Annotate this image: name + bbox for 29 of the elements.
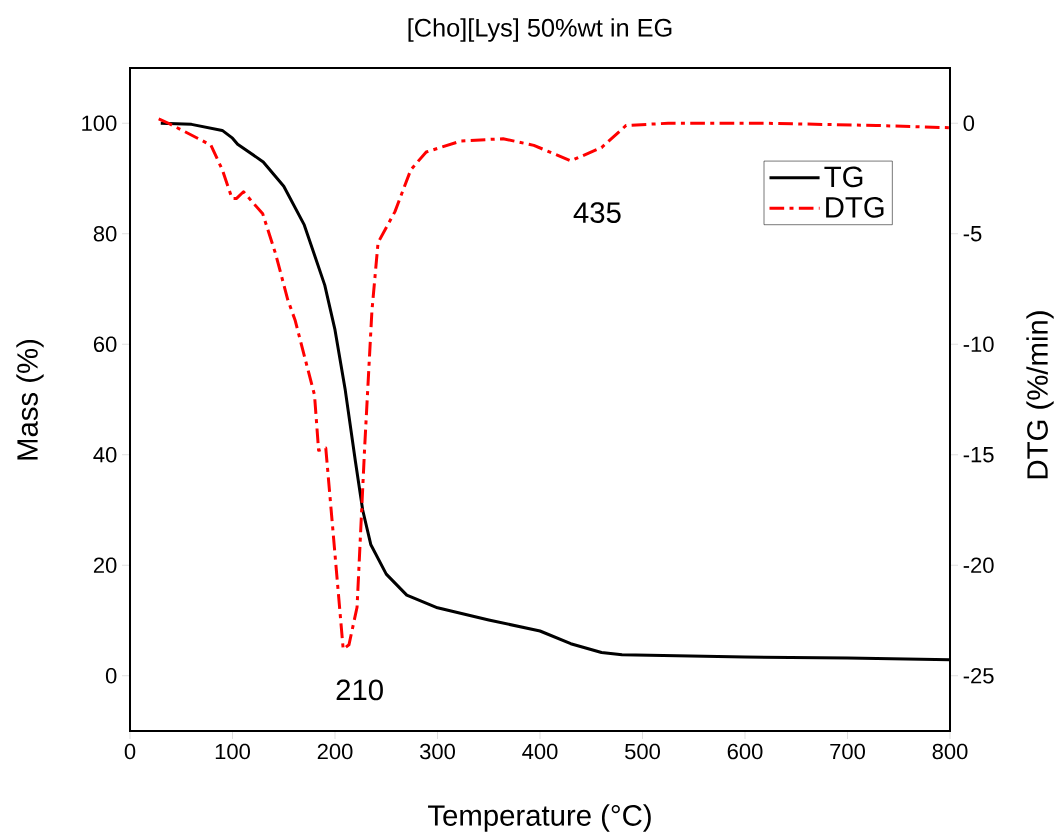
y2-tick-label: -20	[963, 557, 994, 574]
annotation: 210	[336, 679, 383, 701]
y-tick-label: 20	[93, 557, 117, 574]
y2-tick-label: -15	[963, 447, 994, 463]
x-tick-label: 100	[215, 743, 250, 760]
x-tick-label: 400	[522, 743, 558, 760]
x-tick-label: 200	[317, 743, 353, 760]
legend-label: TG	[824, 166, 863, 188]
x-tick-label: 500	[625, 743, 660, 760]
y-tick-label: 80	[93, 225, 117, 242]
x-tick-label: 300	[419, 743, 455, 760]
y-axis-title: Mass (%)	[16, 339, 44, 460]
y2-axis-title: DTG (%/min)	[1026, 311, 1054, 479]
y2-tick-label: -10	[963, 336, 994, 353]
y-tick-label: 60	[93, 336, 117, 353]
y-tick-label: 40	[93, 446, 117, 463]
legend-label: DTG	[826, 196, 884, 218]
chart-title: [Cho][Lys] 50%wt in EG	[408, 18, 672, 42]
x-tick-label: 0	[124, 743, 136, 760]
y2-tick-label: -25	[963, 667, 994, 684]
x-axis-title: Temperature (°C)	[428, 804, 651, 832]
y2-tick-label: -5	[963, 226, 982, 242]
y2-tick-label: 0	[963, 115, 975, 132]
x-tick-label: 700	[830, 743, 865, 760]
annotation: 435	[573, 202, 621, 223]
x-tick-label: 800	[932, 743, 968, 760]
x-tick-label: 600	[727, 743, 763, 760]
y-tick-label: 100	[82, 115, 117, 132]
y-tick-label: 0	[105, 667, 117, 684]
